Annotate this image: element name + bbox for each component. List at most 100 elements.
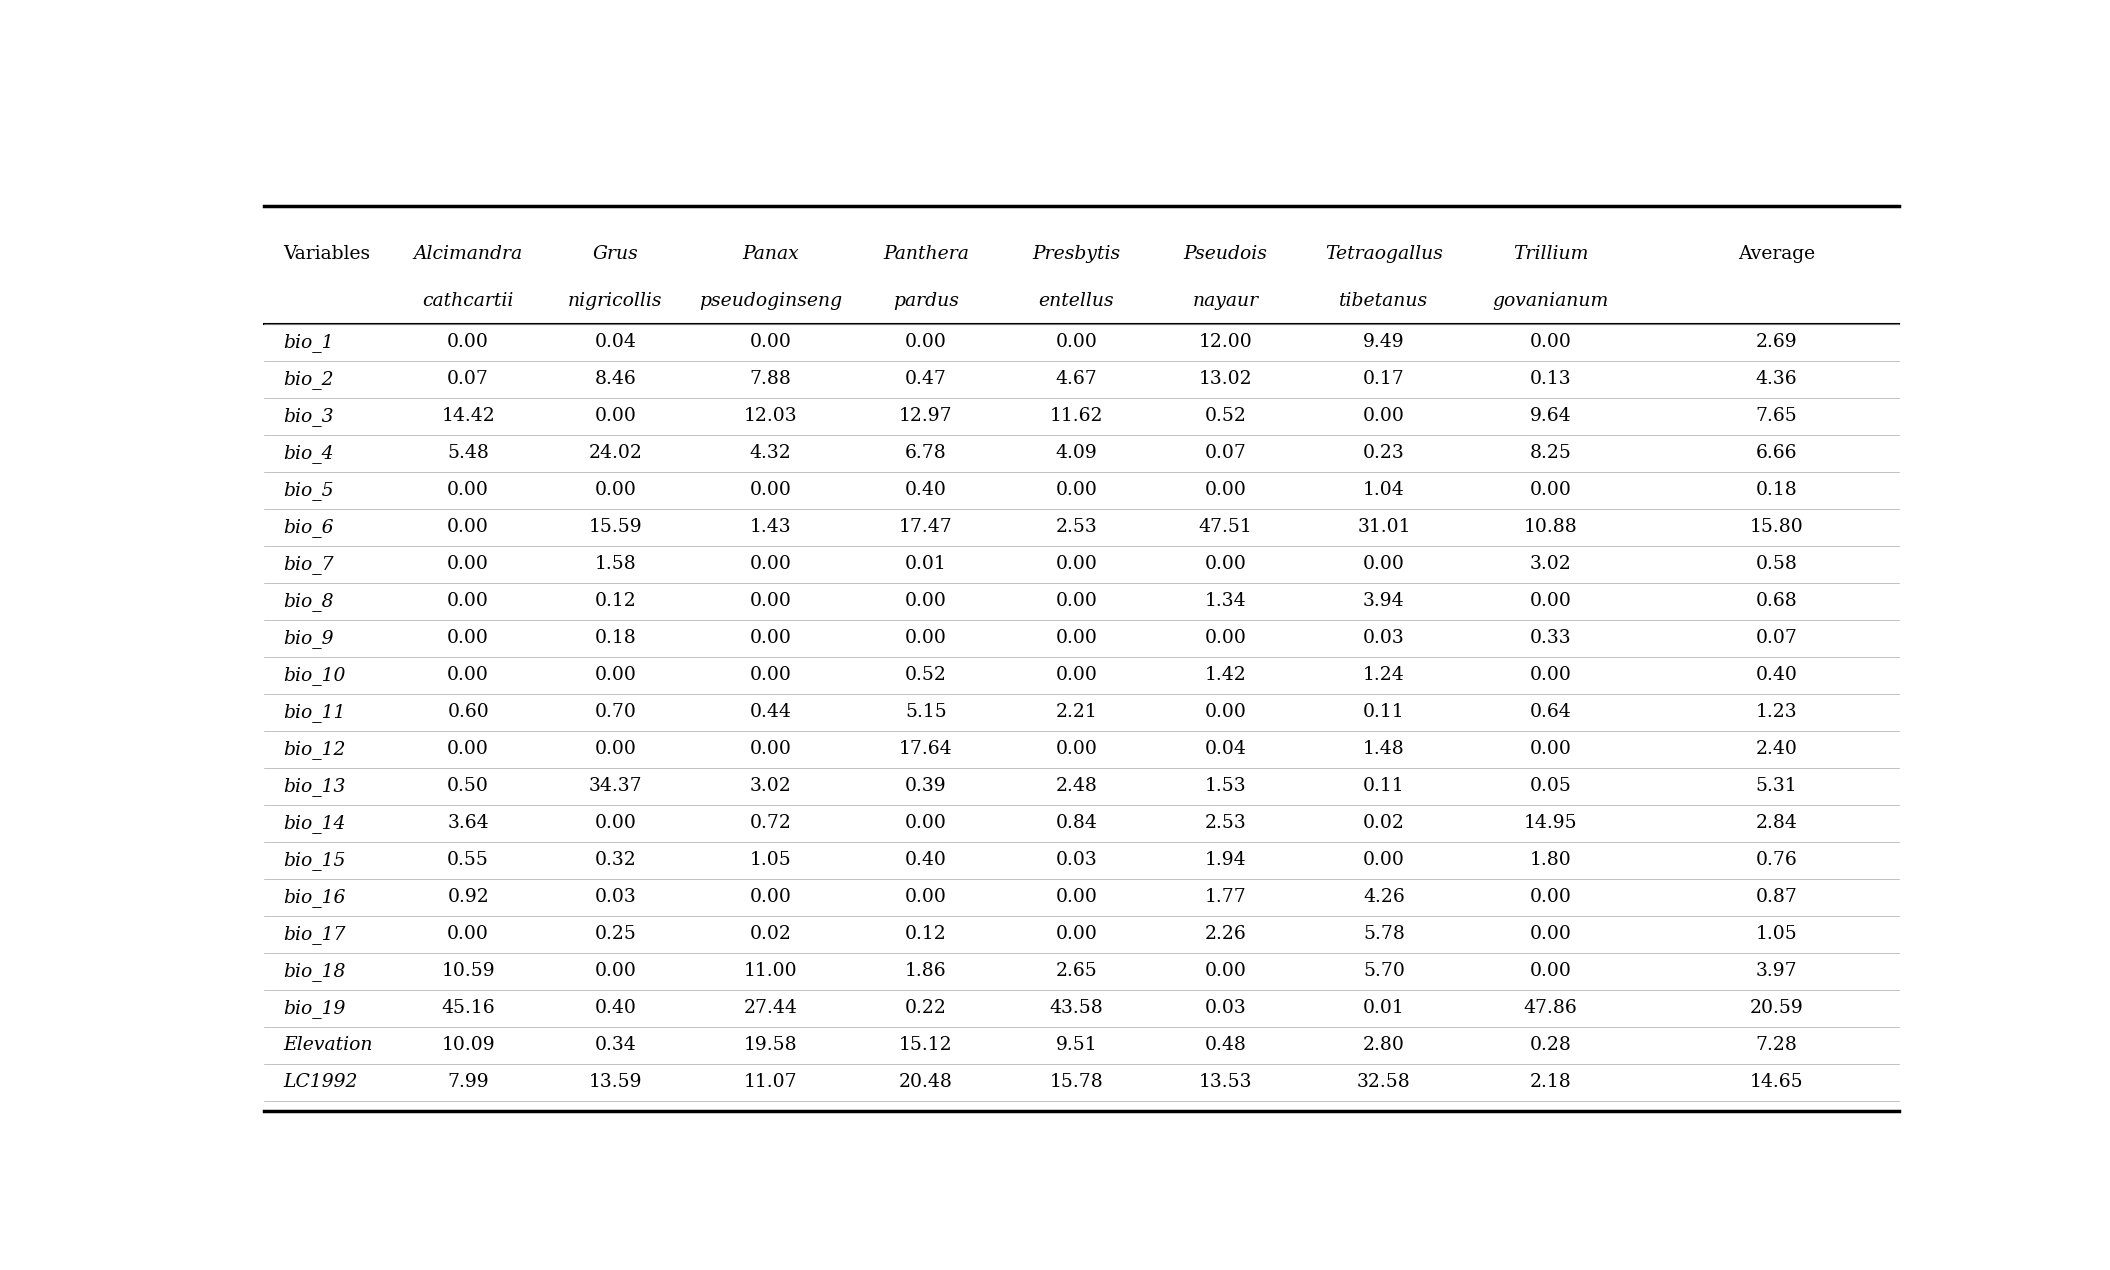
Text: 0.72: 0.72 xyxy=(749,814,791,832)
Text: 0.00: 0.00 xyxy=(447,333,490,351)
Text: 0.00: 0.00 xyxy=(447,926,490,944)
Text: bio_2: bio_2 xyxy=(283,370,333,389)
Text: 1.05: 1.05 xyxy=(1756,926,1798,944)
Text: 0.00: 0.00 xyxy=(1530,333,1572,351)
Text: 11.07: 11.07 xyxy=(745,1073,798,1091)
Text: 1.23: 1.23 xyxy=(1756,704,1798,721)
Text: 0.00: 0.00 xyxy=(1055,629,1097,648)
Text: bio_6: bio_6 xyxy=(283,518,333,537)
Text: 0.03: 0.03 xyxy=(1363,629,1405,648)
Text: bio_18: bio_18 xyxy=(283,961,346,980)
Text: 1.04: 1.04 xyxy=(1363,481,1405,499)
Text: 4.36: 4.36 xyxy=(1756,370,1798,389)
Text: 2.65: 2.65 xyxy=(1055,963,1097,980)
Text: 31.01: 31.01 xyxy=(1357,518,1412,536)
Text: 0.00: 0.00 xyxy=(1055,888,1097,907)
Text: 0.04: 0.04 xyxy=(1205,740,1247,758)
Text: 0.34: 0.34 xyxy=(595,1036,637,1054)
Text: 0.68: 0.68 xyxy=(1756,592,1798,610)
Text: 0.48: 0.48 xyxy=(1205,1036,1247,1054)
Text: 0.39: 0.39 xyxy=(905,777,947,795)
Text: 0.00: 0.00 xyxy=(1205,704,1247,721)
Text: 0.00: 0.00 xyxy=(1205,555,1247,573)
Text: bio_1: bio_1 xyxy=(283,333,333,352)
Text: 0.18: 0.18 xyxy=(595,629,637,648)
Text: pseudoginseng: pseudoginseng xyxy=(698,292,842,310)
Text: 0.12: 0.12 xyxy=(905,926,947,944)
Text: 0.01: 0.01 xyxy=(905,555,947,573)
Text: 0.52: 0.52 xyxy=(905,667,947,685)
Text: 0.92: 0.92 xyxy=(447,888,490,907)
Text: 0.12: 0.12 xyxy=(595,592,637,610)
Text: bio_9: bio_9 xyxy=(283,629,333,648)
Text: 7.65: 7.65 xyxy=(1756,408,1798,425)
Text: nigricollis: nigricollis xyxy=(568,292,663,310)
Text: 19.58: 19.58 xyxy=(745,1036,798,1054)
Text: bio_15: bio_15 xyxy=(283,851,346,870)
Text: 0.00: 0.00 xyxy=(1363,408,1405,425)
Text: 0.60: 0.60 xyxy=(447,704,490,721)
Text: 0.04: 0.04 xyxy=(595,333,637,351)
Text: 0.00: 0.00 xyxy=(447,481,490,499)
Text: bio_8: bio_8 xyxy=(283,592,333,611)
Text: 12.00: 12.00 xyxy=(1198,333,1251,351)
Text: 47.86: 47.86 xyxy=(1523,999,1578,1017)
Text: 0.00: 0.00 xyxy=(749,481,791,499)
Text: 0.64: 0.64 xyxy=(1530,704,1572,721)
Text: 13.53: 13.53 xyxy=(1198,1073,1251,1091)
Text: 0.00: 0.00 xyxy=(749,592,791,610)
Text: 0.05: 0.05 xyxy=(1530,777,1572,795)
Text: 0.00: 0.00 xyxy=(447,629,490,648)
Text: 0.00: 0.00 xyxy=(905,592,947,610)
Text: bio_3: bio_3 xyxy=(283,406,333,425)
Text: 0.40: 0.40 xyxy=(905,481,947,499)
Text: 0.00: 0.00 xyxy=(447,518,490,536)
Text: 0.17: 0.17 xyxy=(1363,370,1405,389)
Text: bio_17: bio_17 xyxy=(283,925,346,944)
Text: 11.00: 11.00 xyxy=(745,963,798,980)
Text: 0.22: 0.22 xyxy=(905,999,947,1017)
Text: 0.00: 0.00 xyxy=(1055,333,1097,351)
Text: Trillium: Trillium xyxy=(1513,245,1589,263)
Text: govanianum: govanianum xyxy=(1492,292,1608,310)
Text: 1.05: 1.05 xyxy=(749,851,791,870)
Text: 10.88: 10.88 xyxy=(1523,518,1578,536)
Text: nayaur: nayaur xyxy=(1192,292,1258,310)
Text: 2.26: 2.26 xyxy=(1205,926,1247,944)
Text: 7.28: 7.28 xyxy=(1756,1036,1798,1054)
Text: 0.58: 0.58 xyxy=(1756,555,1798,573)
Text: 9.51: 9.51 xyxy=(1055,1036,1097,1054)
Text: 0.52: 0.52 xyxy=(1205,408,1247,425)
Text: 0.03: 0.03 xyxy=(1055,851,1097,870)
Text: 10.09: 10.09 xyxy=(441,1036,496,1054)
Text: 6.66: 6.66 xyxy=(1756,444,1798,462)
Text: 2.80: 2.80 xyxy=(1363,1036,1405,1054)
Text: Average: Average xyxy=(1739,245,1815,263)
Text: 0.00: 0.00 xyxy=(1363,851,1405,870)
Text: 0.00: 0.00 xyxy=(595,408,637,425)
Text: Presbytis: Presbytis xyxy=(1032,245,1120,263)
Text: 0.03: 0.03 xyxy=(1205,999,1247,1017)
Text: 5.31: 5.31 xyxy=(1756,777,1798,795)
Text: 0.00: 0.00 xyxy=(595,814,637,832)
Text: 7.99: 7.99 xyxy=(447,1073,490,1091)
Text: 0.00: 0.00 xyxy=(1055,740,1097,758)
Text: 0.00: 0.00 xyxy=(1205,481,1247,499)
Text: 0.00: 0.00 xyxy=(905,629,947,648)
Text: 3.02: 3.02 xyxy=(1530,555,1572,573)
Text: 0.33: 0.33 xyxy=(1530,629,1572,648)
Text: 1.86: 1.86 xyxy=(905,963,947,980)
Text: 0.00: 0.00 xyxy=(905,333,947,351)
Text: 0.00: 0.00 xyxy=(595,963,637,980)
Text: Panax: Panax xyxy=(743,245,800,263)
Text: 0.00: 0.00 xyxy=(1530,592,1572,610)
Text: 1.58: 1.58 xyxy=(595,555,637,573)
Text: 0.00: 0.00 xyxy=(1055,667,1097,685)
Text: 14.95: 14.95 xyxy=(1523,814,1578,832)
Text: 0.00: 0.00 xyxy=(1055,481,1097,499)
Text: 0.40: 0.40 xyxy=(1756,667,1798,685)
Text: 0.40: 0.40 xyxy=(595,999,637,1017)
Text: bio_14: bio_14 xyxy=(283,814,346,833)
Text: 14.65: 14.65 xyxy=(1749,1073,1804,1091)
Text: 0.00: 0.00 xyxy=(1530,926,1572,944)
